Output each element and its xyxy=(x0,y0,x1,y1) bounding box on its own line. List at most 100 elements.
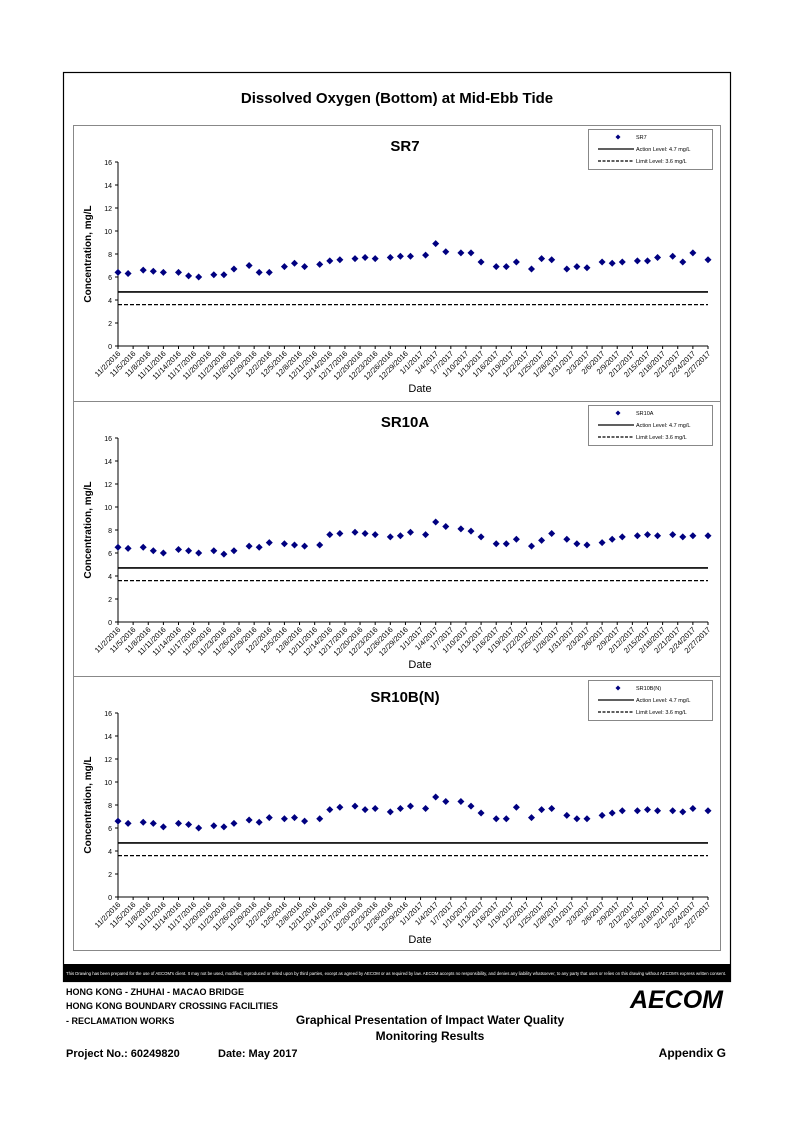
data-point xyxy=(608,809,616,817)
data-point xyxy=(290,259,298,267)
legend-label: SR7 xyxy=(636,135,647,141)
data-point xyxy=(245,816,253,824)
data-point xyxy=(538,255,546,263)
data-point xyxy=(210,547,218,555)
data-point xyxy=(245,542,253,550)
data-point xyxy=(175,546,183,554)
x-axis-label: Date xyxy=(408,383,431,395)
data-point xyxy=(149,547,157,555)
data-point xyxy=(442,798,450,806)
data-point xyxy=(326,806,334,814)
chart-title: SR10A xyxy=(381,414,430,431)
data-point xyxy=(336,256,344,264)
data-point xyxy=(512,535,520,543)
data-point xyxy=(159,268,167,276)
data-point xyxy=(457,249,465,257)
data-point xyxy=(669,252,677,260)
project-line: - RECLAMATION WORKS xyxy=(66,1016,174,1026)
data-point xyxy=(528,265,536,273)
data-point xyxy=(280,263,288,271)
data-point xyxy=(563,265,571,273)
data-point xyxy=(406,252,414,260)
data-point xyxy=(679,533,687,541)
data-point xyxy=(386,808,394,816)
data-point xyxy=(669,531,677,539)
chart-title: SR7 xyxy=(390,138,419,155)
data-point xyxy=(280,815,288,823)
data-point xyxy=(351,255,359,263)
y-tick-label: 16 xyxy=(104,711,112,718)
data-point xyxy=(265,814,273,822)
data-point xyxy=(669,807,677,815)
data-point xyxy=(396,804,404,812)
data-point xyxy=(149,267,157,275)
y-tick-label: 6 xyxy=(108,275,112,282)
data-point xyxy=(371,804,379,812)
data-point xyxy=(467,527,475,535)
y-tick-label: 14 xyxy=(104,734,112,741)
data-point xyxy=(633,807,641,815)
y-axis-label: Concentration, mg/L xyxy=(83,756,94,853)
data-point xyxy=(351,528,359,536)
data-point xyxy=(301,263,309,271)
data-point xyxy=(139,818,147,826)
data-point xyxy=(386,533,394,541)
data-point xyxy=(704,256,712,264)
data-point xyxy=(467,802,475,810)
data-point xyxy=(336,529,344,537)
data-point xyxy=(422,251,430,259)
data-point xyxy=(633,257,641,265)
y-tick-label: 16 xyxy=(104,160,112,167)
y-tick-label: 16 xyxy=(104,436,112,443)
data-point xyxy=(406,528,414,536)
data-point xyxy=(159,549,167,557)
legend-label: SR10A xyxy=(636,411,654,417)
y-tick-label: 14 xyxy=(104,459,112,466)
project-line: HONG KONG BOUNDARY CROSSING FACILITIES xyxy=(66,1001,278,1011)
project-line: HONG KONG - ZHUHAI - MACAO BRIDGE xyxy=(66,987,244,997)
data-point xyxy=(457,798,465,806)
data-point xyxy=(290,541,298,549)
data-point xyxy=(210,822,218,830)
subject-line: Monitoring Results xyxy=(376,1029,485,1043)
y-tick-label: 14 xyxy=(104,183,112,190)
appendix: Appendix G xyxy=(659,1046,726,1060)
data-point xyxy=(220,823,228,831)
y-tick-label: 10 xyxy=(104,780,112,787)
legend-label: Action Level: 4.7 mg/L xyxy=(636,423,690,429)
data-point xyxy=(326,257,334,265)
data-point xyxy=(149,819,157,827)
data-point xyxy=(195,824,203,832)
y-tick-label: 2 xyxy=(108,597,112,604)
data-point xyxy=(255,268,263,276)
data-point xyxy=(316,815,324,823)
y-tick-label: 0 xyxy=(108,895,112,902)
data-point xyxy=(477,809,485,817)
data-point xyxy=(406,802,414,810)
data-point xyxy=(195,549,203,557)
data-point xyxy=(583,815,591,823)
data-point xyxy=(220,550,228,558)
data-point xyxy=(492,540,500,548)
data-point xyxy=(512,258,520,266)
data-point xyxy=(477,258,485,266)
data-point xyxy=(175,819,183,827)
y-tick-label: 4 xyxy=(108,574,112,581)
data-point xyxy=(643,806,651,814)
data-point xyxy=(301,817,309,825)
data-point xyxy=(210,271,218,279)
y-tick-label: 8 xyxy=(108,528,112,535)
data-point xyxy=(396,252,404,260)
data-point xyxy=(618,258,626,266)
data-point xyxy=(351,802,359,810)
logo: AECOM xyxy=(629,986,724,1014)
data-point xyxy=(396,532,404,540)
y-tick-label: 6 xyxy=(108,551,112,558)
data-point xyxy=(633,532,641,540)
data-point xyxy=(301,542,309,550)
data-point xyxy=(573,263,581,271)
legend-marker xyxy=(615,410,621,416)
data-point xyxy=(689,249,697,257)
y-tick-label: 4 xyxy=(108,298,112,305)
